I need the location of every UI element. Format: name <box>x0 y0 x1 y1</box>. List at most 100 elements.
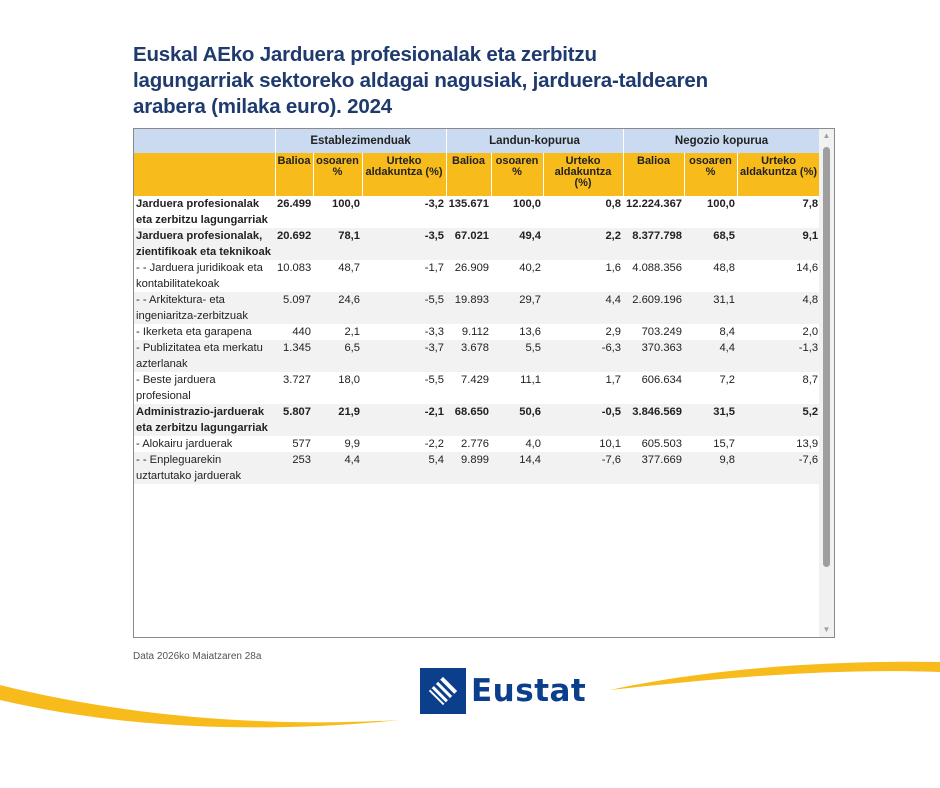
column-header: osoaren % <box>684 153 738 196</box>
table-cell: 14,4 <box>491 452 544 484</box>
table-row: - Alokairu jarduerak 577 9,9 -2,2 2.776 4,0 10… <box>134 436 821 452</box>
decorative-wave <box>0 661 940 728</box>
table-cell: 2.609.196 <box>623 292 685 324</box>
table-cell: 1.345 <box>275 340 313 372</box>
table-cell: 703.249 <box>623 324 685 340</box>
table-cell: 31,1 <box>684 292 738 324</box>
table-cell: 606.634 <box>623 372 685 404</box>
table-cell: 2,2 <box>543 228 624 260</box>
table-cell: 1,6 <box>543 260 624 292</box>
group-header-establishments: Establezimenduak <box>275 129 447 153</box>
table-cell: 13,6 <box>491 324 544 340</box>
table-cell: 12.224.367 <box>623 196 685 228</box>
table-cell: 68.650 <box>446 404 492 436</box>
table-cell: -7,6 <box>543 452 624 484</box>
table-cell: 8.377.798 <box>623 228 685 260</box>
table-cell: -1,3 <box>737 340 821 372</box>
table-cell: 4.088.356 <box>623 260 685 292</box>
data-table-container[interactable]: Establezimenduak Landun-kopurua Negozio … <box>133 128 835 638</box>
row-label: - - Jarduera juridikoak eta kontabilitat… <box>134 260 275 292</box>
table-cell: 48,7 <box>313 260 362 292</box>
group-header-turnover: Negozio kopurua <box>623 129 821 153</box>
table-cell: -3,5 <box>362 228 447 260</box>
table-cell: 7.429 <box>446 372 492 404</box>
table-cell: 31,5 <box>684 404 738 436</box>
row-label: - - Enpleguarekin uztartutako jarduerak <box>134 452 275 484</box>
table-cell: 48,8 <box>684 260 738 292</box>
column-header: Urteko aldakuntza (%) <box>543 153 624 196</box>
table-cell: 3.727 <box>275 372 313 404</box>
scroll-down-arrow-icon[interactable]: ▼ <box>822 625 831 634</box>
eustat-logo[interactable]: Eustat <box>420 667 586 715</box>
column-header: Balioa <box>623 153 685 196</box>
eustat-logo-text: Eustat <box>471 673 587 709</box>
date-footnote: Data 2026ko Maiatzaren 28a <box>133 651 262 662</box>
table-row: - Publizitatea eta merkatu azterlanak 1.3… <box>134 340 821 372</box>
table-cell: 6,5 <box>313 340 362 372</box>
row-label: - - Arkitektura- eta ingeniaritza-zerbit… <box>134 292 275 324</box>
table-cell: 2,0 <box>737 324 821 340</box>
table-cell: 21,9 <box>313 404 362 436</box>
table-cell: 370.363 <box>623 340 685 372</box>
row-label: - Ikerketa eta garapena <box>134 324 275 340</box>
subheader-corner <box>134 153 276 196</box>
eustat-logo-icon <box>420 668 466 714</box>
scroll-up-arrow-icon[interactable]: ▲ <box>822 131 831 140</box>
table-cell: 67.021 <box>446 228 492 260</box>
table-cell: 10,1 <box>543 436 624 452</box>
table-row: Administrazio-jarduerak eta zerbitzu lag… <box>134 404 821 436</box>
table-cell: 5,4 <box>362 452 447 484</box>
table-cell: 4,0 <box>491 436 544 452</box>
data-table: Establezimenduak Landun-kopurua Negozio … <box>134 129 821 484</box>
table-row: Jarduera profesionalak eta zerbitzu lagu… <box>134 196 821 228</box>
table-cell: -5,5 <box>362 292 447 324</box>
table-cell: -5,5 <box>362 372 447 404</box>
table-cell: -6,3 <box>543 340 624 372</box>
column-header: osoaren % <box>313 153 363 196</box>
table-cell: -1,7 <box>362 260 447 292</box>
table-cell: 4,4 <box>684 340 738 372</box>
table-cell: 20.692 <box>275 228 313 260</box>
table-cell: 377.669 <box>623 452 685 484</box>
table-cell: 11,1 <box>491 372 544 404</box>
table-row: - - Arkitektura- eta ingeniaritza-zerbit… <box>134 292 821 324</box>
column-header: osoaren % <box>491 153 544 196</box>
table-cell: 2.776 <box>446 436 492 452</box>
table-row: - Beste jarduera profesional 3.727 18,0 -5,… <box>134 372 821 404</box>
table-cell: 2,1 <box>313 324 362 340</box>
table-cell: 24,6 <box>313 292 362 324</box>
table-cell: 40,2 <box>491 260 544 292</box>
group-header-employees: Landun-kopurua <box>446 129 624 153</box>
column-header: Balioa <box>446 153 492 196</box>
column-header: Urteko aldakuntza (%) <box>362 153 447 196</box>
table-cell: 2,9 <box>543 324 624 340</box>
table-cell: 605.503 <box>623 436 685 452</box>
table-cell: -0,5 <box>543 404 624 436</box>
table-cell: 8,7 <box>737 372 821 404</box>
row-label: Administrazio-jarduerak eta zerbitzu lag… <box>134 404 275 436</box>
table-cell: 0,8 <box>543 196 624 228</box>
table-cell: 5.807 <box>275 404 313 436</box>
table-cell: 1,7 <box>543 372 624 404</box>
page-title: Euskal AEko Jarduera profesionalak eta z… <box>133 43 708 118</box>
vertical-scrollbar[interactable]: ▲ ▼ <box>819 129 834 637</box>
table-cell: 9,8 <box>684 452 738 484</box>
table-cell: 100,0 <box>684 196 738 228</box>
row-label: - Alokairu jarduerak <box>134 436 275 452</box>
column-header: Urteko aldakuntza (%) <box>737 153 821 196</box>
table-cell: -3,3 <box>362 324 447 340</box>
table-cell: -3,7 <box>362 340 447 372</box>
table-cell: 5,2 <box>737 404 821 436</box>
table-cell: 13,9 <box>737 436 821 452</box>
table-cell: 5,5 <box>491 340 544 372</box>
table-cell: 3.678 <box>446 340 492 372</box>
header-corner <box>134 129 276 153</box>
table-cell: 29,7 <box>491 292 544 324</box>
table-cell: 7,2 <box>684 372 738 404</box>
table-cell: 9.112 <box>446 324 492 340</box>
scrollbar-thumb[interactable] <box>823 147 830 567</box>
table-cell: 4,8 <box>737 292 821 324</box>
table-cell: 15,7 <box>684 436 738 452</box>
table-cell: 100,0 <box>491 196 544 228</box>
table-cell: -2,2 <box>362 436 447 452</box>
